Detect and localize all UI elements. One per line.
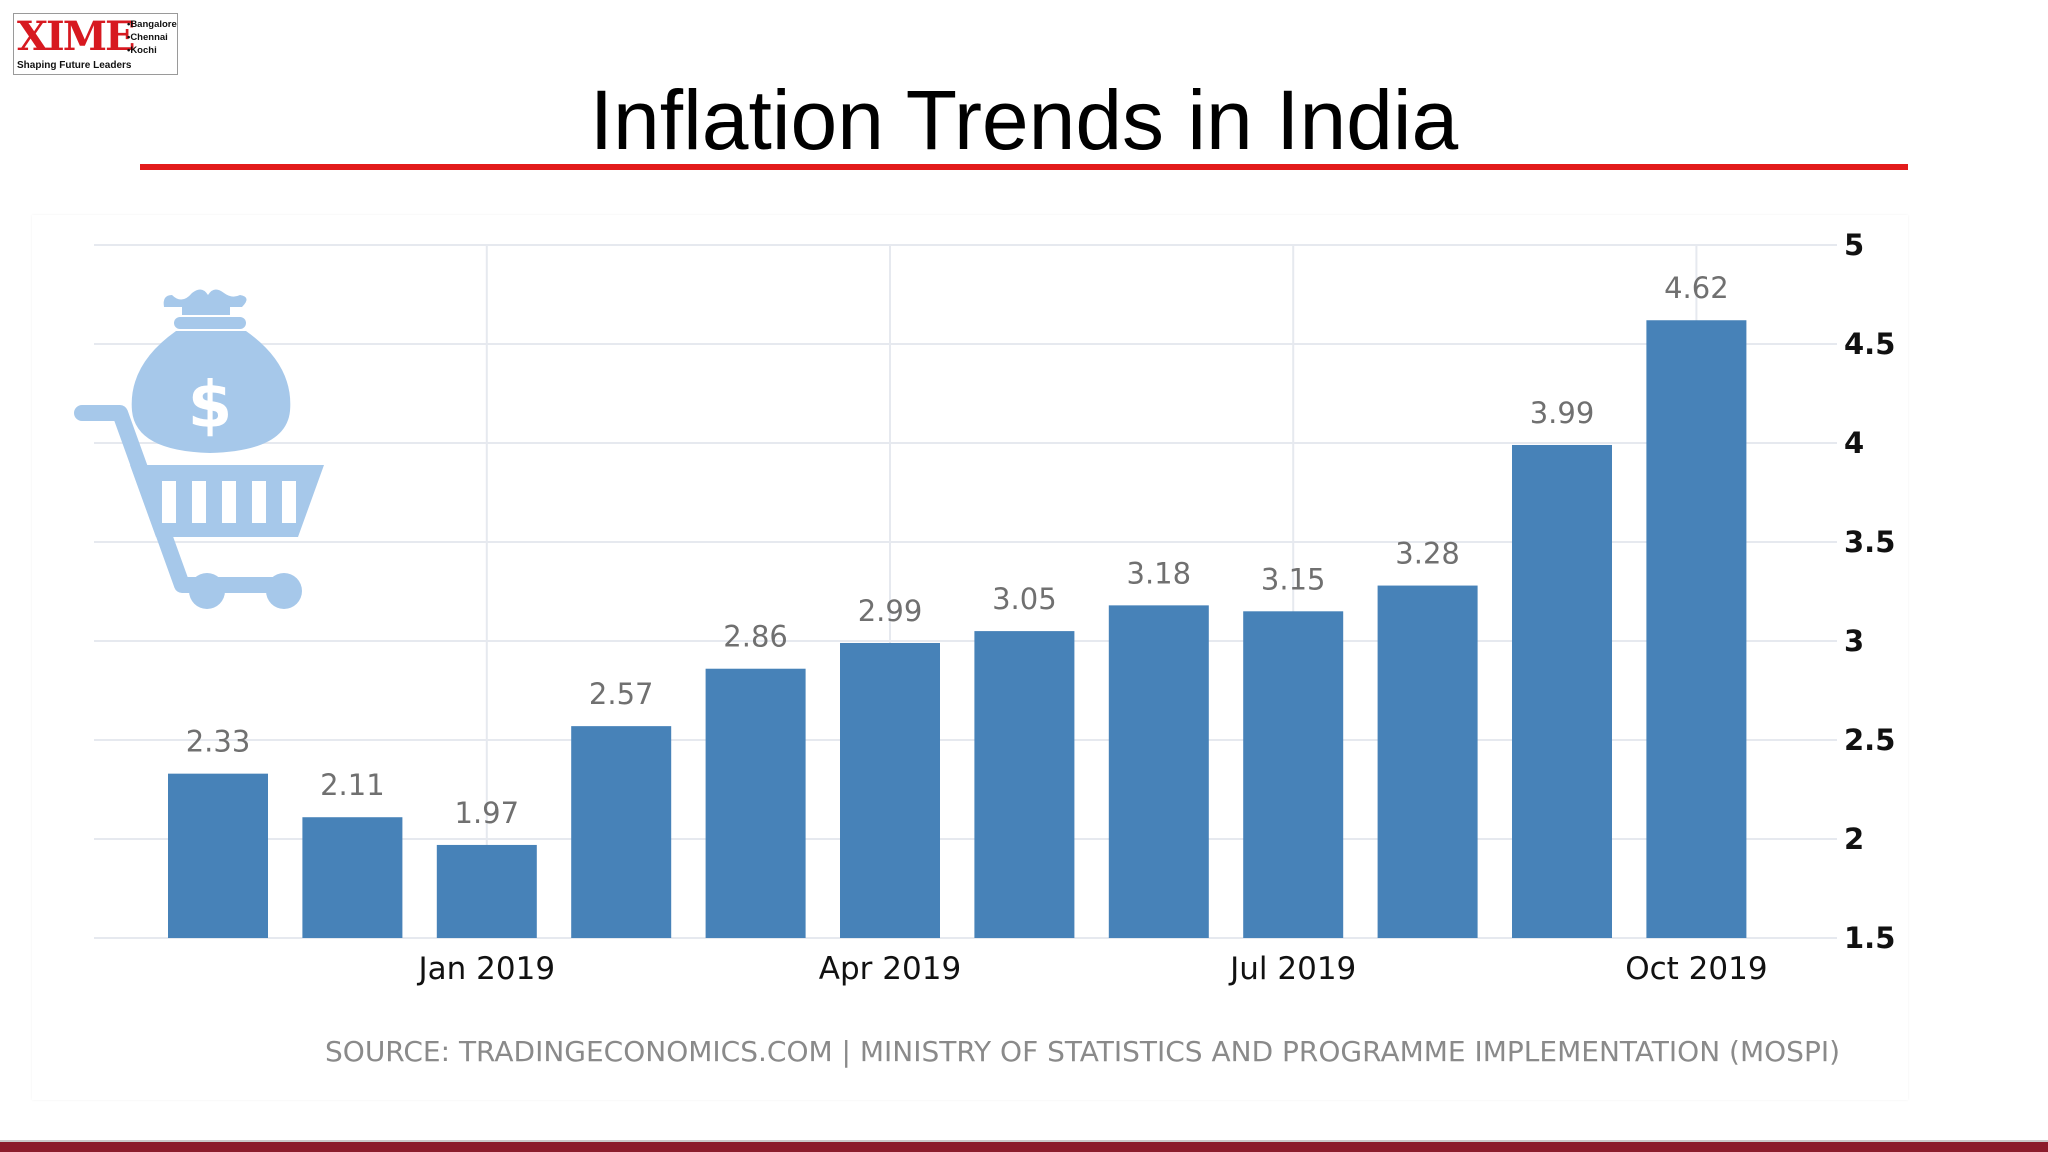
bar bbox=[168, 773, 268, 938]
logo-city: •Chennai bbox=[127, 32, 168, 43]
shopping-cart-money-bag-icon: $ bbox=[74, 289, 324, 609]
x-tick-label: Jul 2019 bbox=[1228, 951, 1356, 987]
data-label: 2.99 bbox=[858, 594, 923, 628]
bar bbox=[705, 668, 806, 938]
x-tick-label: Jan 2019 bbox=[417, 951, 556, 987]
y-tick-label: 5 bbox=[1844, 228, 1864, 262]
bar bbox=[1108, 605, 1209, 938]
logo-brand: XIME bbox=[17, 13, 136, 60]
y-tick-label: 2 bbox=[1844, 822, 1864, 856]
data-label: 2.11 bbox=[320, 768, 385, 802]
x-tick-label: Apr 2019 bbox=[819, 951, 961, 987]
data-label: 3.28 bbox=[1395, 537, 1460, 571]
logo-cities: •Bangalore •Chennai •Kochi bbox=[127, 18, 177, 57]
y-axis: 1.5 2 2.5 3 3.5 4 4.5 5 bbox=[1844, 228, 1895, 955]
bar bbox=[1646, 320, 1747, 938]
bar bbox=[974, 631, 1075, 938]
chart-panel: 2.33 2.11 1.97 2.57 2.86 2.99 3.05 3.18 3.15 3.28… bbox=[32, 215, 1908, 1100]
x-axis: Jan 2019 Apr 2019 Jul 2019 Oct 2019 bbox=[417, 951, 1768, 987]
y-tick-label: 2.5 bbox=[1844, 723, 1895, 757]
y-tick-label: 4.5 bbox=[1844, 327, 1895, 361]
y-tick-label: 3 bbox=[1844, 624, 1864, 658]
logo-tagline: Shaping Future Leaders bbox=[17, 60, 132, 71]
y-tick-label: 4 bbox=[1844, 426, 1864, 460]
bar bbox=[1512, 444, 1612, 938]
y-tick-label: 3.5 bbox=[1844, 525, 1895, 559]
y-tick-label: 1.5 bbox=[1844, 921, 1895, 955]
data-labels: 2.33 2.11 1.97 2.57 2.86 2.99 3.05 3.18 3.15 3.28… bbox=[186, 271, 1729, 830]
title-underline bbox=[140, 164, 1908, 170]
bar-chart: 2.33 2.11 1.97 2.57 2.86 2.99 3.05 3.18 3.15 3.28… bbox=[74, 228, 1895, 1068]
bar bbox=[436, 844, 537, 938]
data-label: 3.15 bbox=[1261, 562, 1326, 596]
data-label: 3.99 bbox=[1530, 396, 1595, 430]
bar bbox=[571, 726, 672, 938]
logo-city: •Bangalore bbox=[127, 19, 177, 30]
bar bbox=[302, 817, 403, 938]
data-label: 2.86 bbox=[723, 620, 788, 654]
svg-text:$: $ bbox=[188, 369, 233, 443]
bar bbox=[840, 642, 940, 938]
data-label: 3.18 bbox=[1127, 556, 1192, 590]
data-label: 2.57 bbox=[589, 677, 654, 711]
bar bbox=[1377, 585, 1478, 938]
footer-rule bbox=[0, 1142, 2048, 1152]
xime-logo: XIME •Bangalore •Chennai •Kochi Shaping … bbox=[13, 13, 178, 75]
logo-city: •Kochi bbox=[127, 45, 157, 56]
bar bbox=[1243, 611, 1344, 938]
slide-title: Inflation Trends in India bbox=[589, 73, 1459, 167]
data-label: 2.33 bbox=[186, 725, 251, 759]
bars bbox=[168, 320, 1747, 938]
data-label: 1.97 bbox=[455, 796, 520, 830]
data-label: 4.62 bbox=[1664, 271, 1729, 305]
footer-shadow bbox=[0, 1140, 2048, 1142]
chart-source: SOURCE: TRADINGECONOMICS.COM | MINISTRY … bbox=[325, 1035, 1840, 1068]
data-label: 3.05 bbox=[992, 582, 1057, 616]
x-tick-label: Oct 2019 bbox=[1625, 951, 1767, 987]
